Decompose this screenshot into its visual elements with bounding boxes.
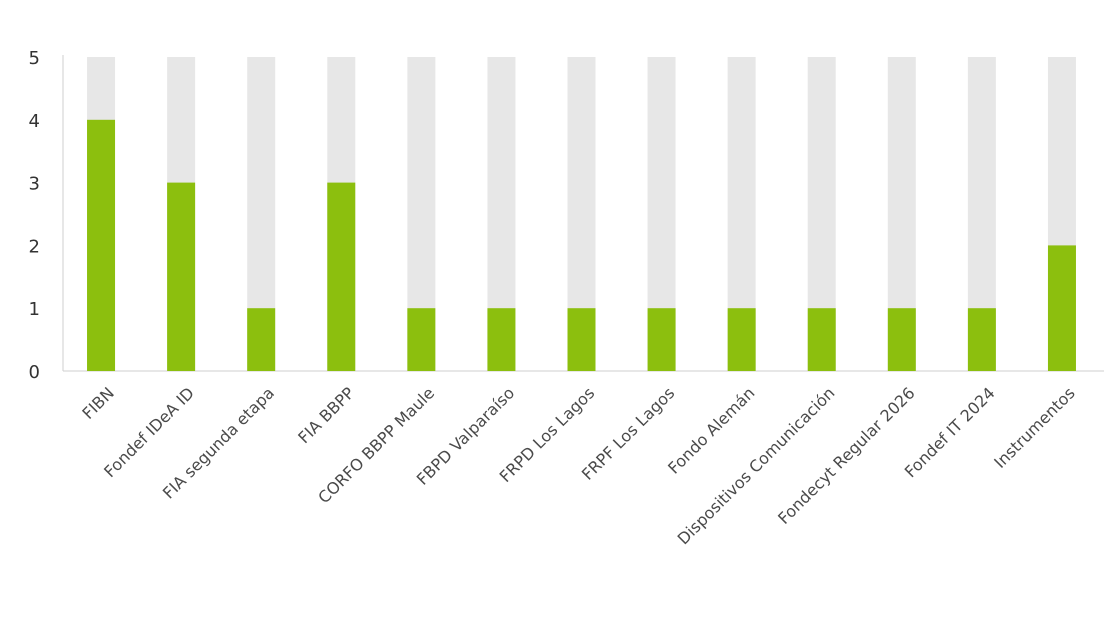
x-tick-label: Dispositivos Comunicación (674, 383, 839, 548)
bar (727, 308, 756, 371)
y-tick-label: 4 (29, 111, 40, 132)
y-tick-labels: 0 1 2 3 4 5 (29, 48, 40, 383)
y-tick-label: 5 (29, 48, 40, 69)
bar (967, 308, 996, 371)
bar (887, 308, 916, 371)
bar (327, 182, 356, 371)
bar (407, 308, 436, 371)
bars (87, 119, 1076, 371)
bar (487, 308, 516, 371)
bar (807, 308, 836, 371)
y-tick-label: 3 (29, 174, 40, 195)
bar (647, 308, 676, 371)
bar (87, 119, 116, 371)
bar (1047, 245, 1076, 371)
x-tick-label: FIBN (78, 383, 118, 423)
x-tick-label: FIA BBPP (294, 383, 358, 447)
bar (567, 308, 596, 371)
bar (247, 308, 276, 371)
bar (167, 182, 196, 371)
y-tick-label: 1 (29, 299, 40, 320)
x-tick-label: Instrumentos (990, 383, 1078, 471)
y-tick-label: 2 (29, 236, 40, 257)
y-tick-label: 0 (29, 362, 40, 383)
x-tick-label: Fondecyt Regular 2026 (774, 383, 919, 528)
